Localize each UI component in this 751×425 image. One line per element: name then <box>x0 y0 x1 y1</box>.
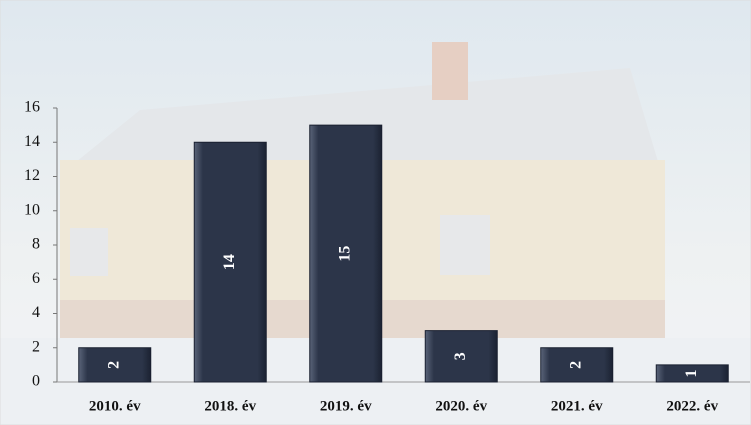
y-tick-label: 10 <box>24 201 40 218</box>
value-label: 3 <box>452 352 469 360</box>
x-tick-label: 2021. év <box>551 398 603 414</box>
y-tick-label: 12 <box>24 167 40 184</box>
value-label: 15 <box>336 246 353 262</box>
y-tick-label: 2 <box>32 338 40 355</box>
value-label: 2 <box>567 361 584 369</box>
value-label: 14 <box>221 254 238 270</box>
y-tick-label: 4 <box>32 304 40 321</box>
value-label: 1 <box>683 369 700 377</box>
x-tick-label: 2020. év <box>435 398 487 414</box>
x-tick-label: 2022. év <box>666 398 718 414</box>
y-tick-label: 8 <box>32 236 40 253</box>
x-tick-label: 2019. év <box>320 398 372 414</box>
x-tick-label: 2010. év <box>89 398 141 414</box>
y-tick-label: 6 <box>32 270 40 287</box>
chart: 02468101214162010. év22018. év142019. év… <box>0 0 751 425</box>
y-tick-label: 14 <box>24 133 40 150</box>
y-tick-label: 16 <box>24 99 40 116</box>
y-tick-label: 0 <box>32 373 40 390</box>
x-tick-label: 2018. év <box>204 398 256 414</box>
value-label: 2 <box>105 361 122 369</box>
